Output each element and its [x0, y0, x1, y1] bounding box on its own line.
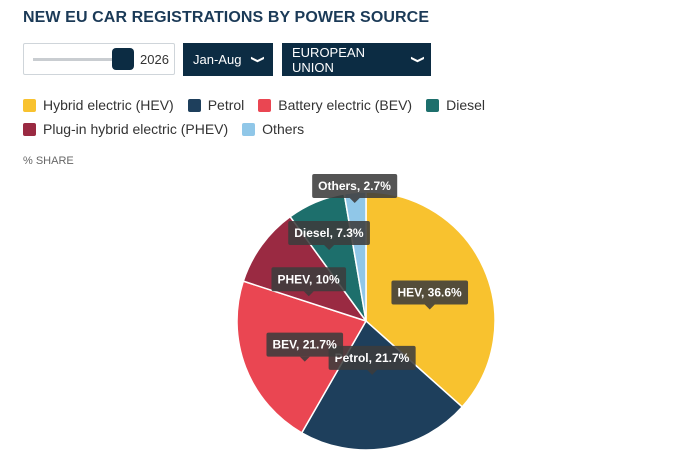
data-label-pointer: [349, 198, 360, 204]
year-value: 2026: [140, 52, 169, 67]
unit-label: % SHARE: [23, 155, 74, 167]
legend-swatch: [426, 98, 440, 112]
legend-item[interactable]: Diesel: [426, 97, 485, 113]
data-label: Petrol, 21.7%: [328, 345, 416, 375]
data-label: Others, 2.7%: [312, 174, 398, 204]
legend-swatch: [187, 98, 201, 112]
data-label-text: Diesel, 7.3%: [294, 226, 364, 240]
legend-swatch: [242, 122, 256, 136]
data-label-pointer: [299, 356, 310, 362]
data-label-text: HEV, 36.6%: [397, 286, 462, 300]
legend-item[interactable]: Battery electric (BEV): [258, 97, 412, 113]
data-label-text: Petrol, 21.7%: [335, 351, 410, 365]
period-dropdown-label: Jan-Aug: [193, 52, 242, 67]
region-dropdown-label: EUROPEAN UNION: [292, 44, 365, 75]
data-label-pointer: [324, 245, 335, 251]
data-label-box: [266, 332, 344, 357]
data-label: Diesel, 7.3%: [288, 221, 370, 251]
chart-legend: Hybrid electric (HEV) Petrol Battery elect…: [23, 97, 688, 137]
data-label-box: [328, 345, 416, 370]
data-label-box: [288, 221, 370, 246]
legend-swatch: [23, 98, 36, 112]
data-label-box: [312, 174, 398, 199]
data-label-pointer: [424, 304, 435, 310]
pie-slice[interactable]: [300, 319, 464, 451]
region-dropdown[interactable]: EUROPEAN UNION ❯: [282, 43, 431, 76]
data-label-box: [391, 280, 469, 305]
legend-swatch: [258, 98, 272, 112]
data-label-box: [271, 267, 347, 292]
legend-label: Petrol: [207, 97, 245, 113]
data-label-pointer: [303, 291, 314, 297]
legend-item[interactable]: Hybrid electric (HEV): [23, 97, 174, 113]
year-slider-thumb[interactable]: [111, 48, 134, 70]
legend-item[interactable]: Plug-in hybrid electric (PHEV): [23, 121, 228, 137]
legend-label: Others: [262, 121, 305, 137]
period-dropdown[interactable]: Jan-Aug ❯: [183, 43, 273, 76]
data-label-text: Others, 2.7%: [318, 179, 391, 193]
data-label-pointer: [367, 369, 378, 375]
legend-label: Battery electric (BEV): [278, 97, 413, 113]
legend-label: Plug-in hybrid electric (PHEV): [43, 121, 229, 137]
legend-label: Hybrid electric (HEV): [43, 97, 174, 113]
data-label: HEV, 36.6%: [391, 280, 469, 310]
data-label: BEV, 21.7%: [266, 332, 344, 362]
data-label: PHEV, 10%: [271, 267, 347, 297]
year-slider-track[interactable]: [33, 58, 121, 61]
year-slider[interactable]: 2026: [23, 43, 175, 75]
legend-item[interactable]: Others: [242, 121, 304, 137]
data-label-text: BEV, 21.7%: [272, 338, 337, 352]
legend-swatch: [23, 122, 36, 136]
data-label-text: PHEV, 10%: [277, 272, 340, 286]
legend-label: Diesel: [446, 97, 486, 113]
legend-item[interactable]: Petrol: [187, 97, 245, 113]
chart-title: NEW EU CAR REGISTRATIONS BY POWER SOURCE: [23, 9, 430, 26]
